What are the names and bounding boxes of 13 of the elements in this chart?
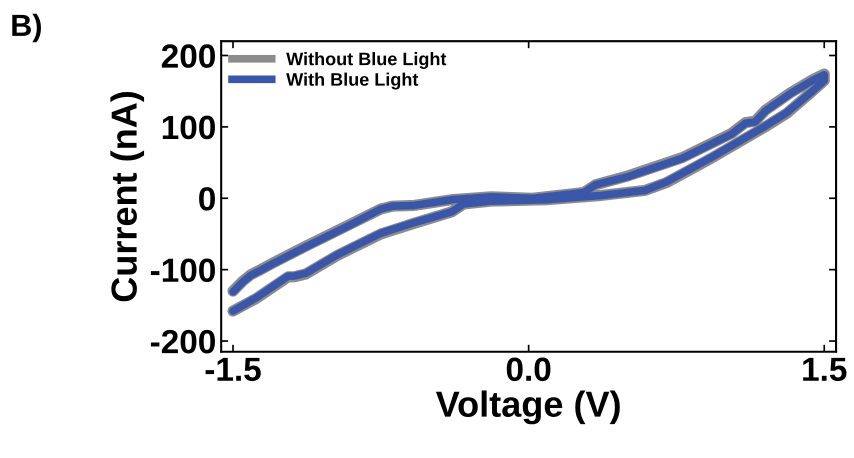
x-tick-label: 0.0	[506, 357, 550, 382]
x-tick-label: 1.5	[803, 358, 846, 382]
y-tick-label: -100	[150, 258, 215, 282]
y-tick-label: 100	[162, 116, 215, 140]
y-axis-title: Current (nA)	[110, 92, 144, 302]
legend-label: With Blue Light	[286, 72, 418, 90]
chart-title: B)	[12, 14, 41, 42]
y-tick-label: 0	[199, 187, 215, 211]
legend-label: Without Blue Light	[286, 52, 446, 69]
x-tick-label: -1.5	[206, 358, 261, 382]
y-tick-label: -200	[150, 330, 215, 354]
x-axis-title: Voltage (V)	[436, 390, 620, 424]
y-tick-label: 200	[162, 44, 215, 68]
